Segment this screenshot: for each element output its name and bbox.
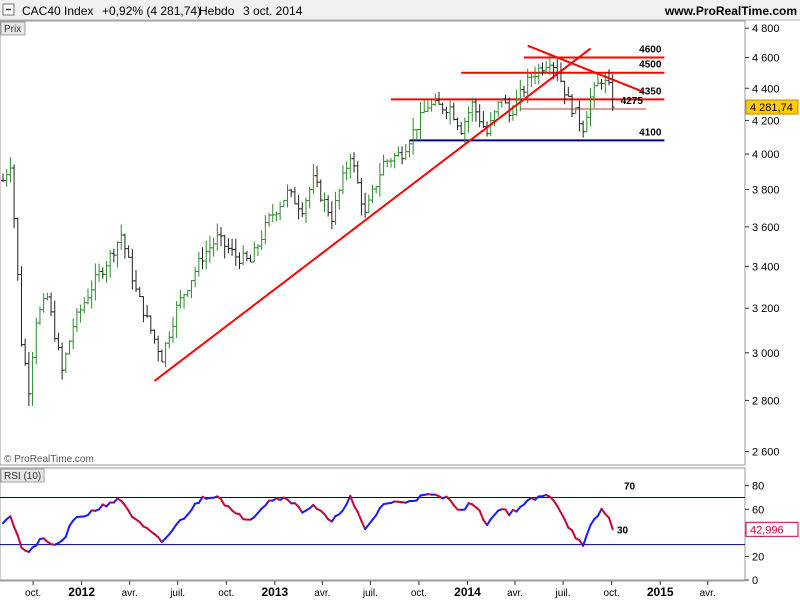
time-tick-label: juil. [555,588,571,599]
price-tick-label: 4 600 [752,53,780,65]
time-tick-label: oct. [25,588,41,599]
price-tick-label: 4 000 [752,149,780,161]
time-tick-label: avr. [122,588,138,599]
time-tick-label: avr. [314,588,330,599]
time-tick-label: 2012 [68,585,95,599]
time-axis[interactable]: oct. 2012 avr. juil. oct. 2013 avr. juil. oct. 20… [25,581,716,599]
time-tick-label: juil. [362,588,378,599]
site-url[interactable]: www.ProRealTime.com [664,4,797,18]
price-tick-label: 2 600 [752,447,780,459]
quote-date: 3 oct. 2014 [243,4,303,18]
price-tick-label: 4 800 [752,23,780,35]
rsi-tick-label: 80 [752,481,764,493]
level-label-4500: 4500 [639,60,662,71]
price-tick-label: 4 400 [752,83,780,95]
last-price-group: 4 281,74 [746,100,798,114]
time-tick-label: 2014 [454,585,481,599]
price-tick-label: 3 800 [752,184,780,196]
level-label-4600: 4600 [639,45,662,56]
rsi-panel-label: RSI (10) [4,471,41,482]
instrument-name: CAC40 Index [22,4,93,18]
price-tick-label: 4 200 [752,115,780,127]
price-axis[interactable]: 2 600 2 800 3 000 3 200 3 400 3 600 3 800 4 000… [745,23,780,458]
rsi-last-label: 42,996 [750,524,784,536]
time-tick-label: oct. [218,588,234,599]
price-tick-label: 3 600 [752,222,780,234]
price-tick-label: 3 000 [752,348,780,360]
time-tick-label: avr. [507,588,523,599]
time-tick-label: oct. [604,588,620,599]
timeframe: Hebdo [199,4,235,18]
time-tick-label: juil. [169,588,185,599]
level-label-4275: 4275 [621,96,644,107]
price-tick-label: 2 800 [752,395,780,407]
rsi-tick-label: 20 [752,551,764,563]
price-tick-label: 3 400 [752,261,780,273]
rsi-tick-label: 60 [752,504,764,516]
rsi-tick-label: 0 [752,575,758,587]
price-panel-label: Prix [4,24,21,35]
time-tick-label: 2015 [647,585,674,599]
rsi-last-group: 42,996 [746,522,798,536]
price-tick-label: 3 200 [752,303,780,315]
level-label-4100: 4100 [639,127,662,138]
rsi-level-label-30: 30 [617,526,629,537]
time-tick-label: avr. [700,588,716,599]
time-tick-label: oct. [411,588,427,599]
time-tick-label: 2013 [261,585,288,599]
last-price-label: 4 281,74 [750,102,793,114]
price-change: +0,92% (4 281,74) [102,4,201,18]
watermark-text: © ProRealTime.com [4,454,94,465]
rsi-level-label-70: 70 [624,481,636,492]
